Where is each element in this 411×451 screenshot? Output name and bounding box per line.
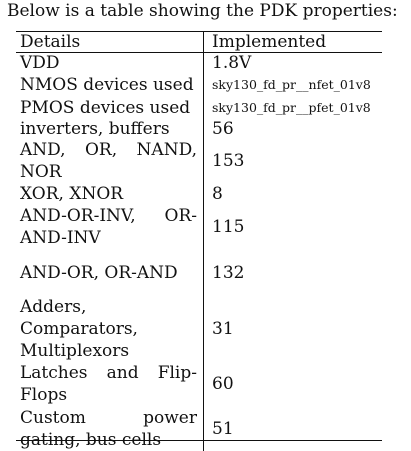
table-row: Adders, Comparators, Multiplexors 31 (16, 296, 382, 362)
row-detail: inverters, buffers (16, 118, 204, 139)
row-detail: XOR, XNOR (16, 183, 204, 204)
table-row: XOR, XNOR 8 (16, 183, 382, 204)
table-row: inverters, buffers 56 (16, 118, 382, 139)
row-value: sky130_fd_pr__pfet_01v8 (212, 99, 371, 115)
table-row: PMOS devices used sky130_fd_pr__pfet_01v… (16, 97, 382, 118)
row-detail-text: Latches and Flip-Flops (20, 363, 197, 405)
row-detail-text: AND-OR-INV, OR-AND-INV (20, 206, 197, 248)
table-row: VDD 1.8V (16, 52, 382, 73)
row-detail-text: Adders, Comparators, Multiplexors (20, 297, 138, 361)
table-row: NMOS devices used sky130_fd_pr__nfet_01v… (16, 73, 382, 97)
row-value: 153 (212, 151, 245, 171)
row-detail-text: AND-OR, OR-AND (20, 263, 178, 283)
row-detail: AND-OR, OR-AND (16, 250, 204, 296)
table-caption: Below is a table showing the PDK propert… (7, 1, 398, 21)
header-details: Details (16, 31, 204, 52)
row-detail: Custom power gating, bus cells (16, 406, 204, 451)
row-value: 115 (212, 217, 245, 237)
table-header-row: Details Implemented (16, 31, 382, 52)
row-value: 132 (212, 263, 245, 283)
row-detail: Adders, Comparators, Multiplexors (16, 296, 204, 362)
table-row: AND-OR-INV, OR-AND-INV 115 (16, 204, 382, 250)
table-body: Details Implemented VDD 1.8V NMOS device… (16, 31, 382, 451)
row-detail: PMOS devices used (16, 97, 204, 118)
row-detail: VDD (16, 52, 204, 73)
table-row: AND, OR, NAND, NOR 153 (16, 139, 382, 183)
row-detail: AND, OR, NAND, NOR (16, 139, 204, 183)
row-value: sky130_fd_pr__nfet_01v8 (212, 77, 371, 92)
row-value: 51 (212, 418, 234, 439)
row-detail-text: AND, OR, NAND, NOR (20, 140, 197, 182)
row-detail-text: Custom power gating, bus cells (20, 407, 197, 450)
row-value: 1.8V (212, 52, 252, 73)
row-value: 31 (212, 319, 234, 339)
row-value: 8 (212, 183, 223, 204)
row-detail: Latches and Flip-Flops (16, 362, 204, 406)
row-detail: NMOS devices used (16, 73, 204, 97)
table-row: AND-OR, OR-AND 132 (16, 250, 382, 296)
header-implemented: Implemented (212, 31, 327, 52)
row-value: 56 (212, 118, 234, 139)
table-row: Custom power gating, bus cells 51 (16, 406, 382, 451)
row-value: 60 (212, 374, 234, 394)
table-row: Latches and Flip-Flops 60 (16, 362, 382, 406)
row-detail: AND-OR-INV, OR-AND-INV (16, 204, 204, 250)
